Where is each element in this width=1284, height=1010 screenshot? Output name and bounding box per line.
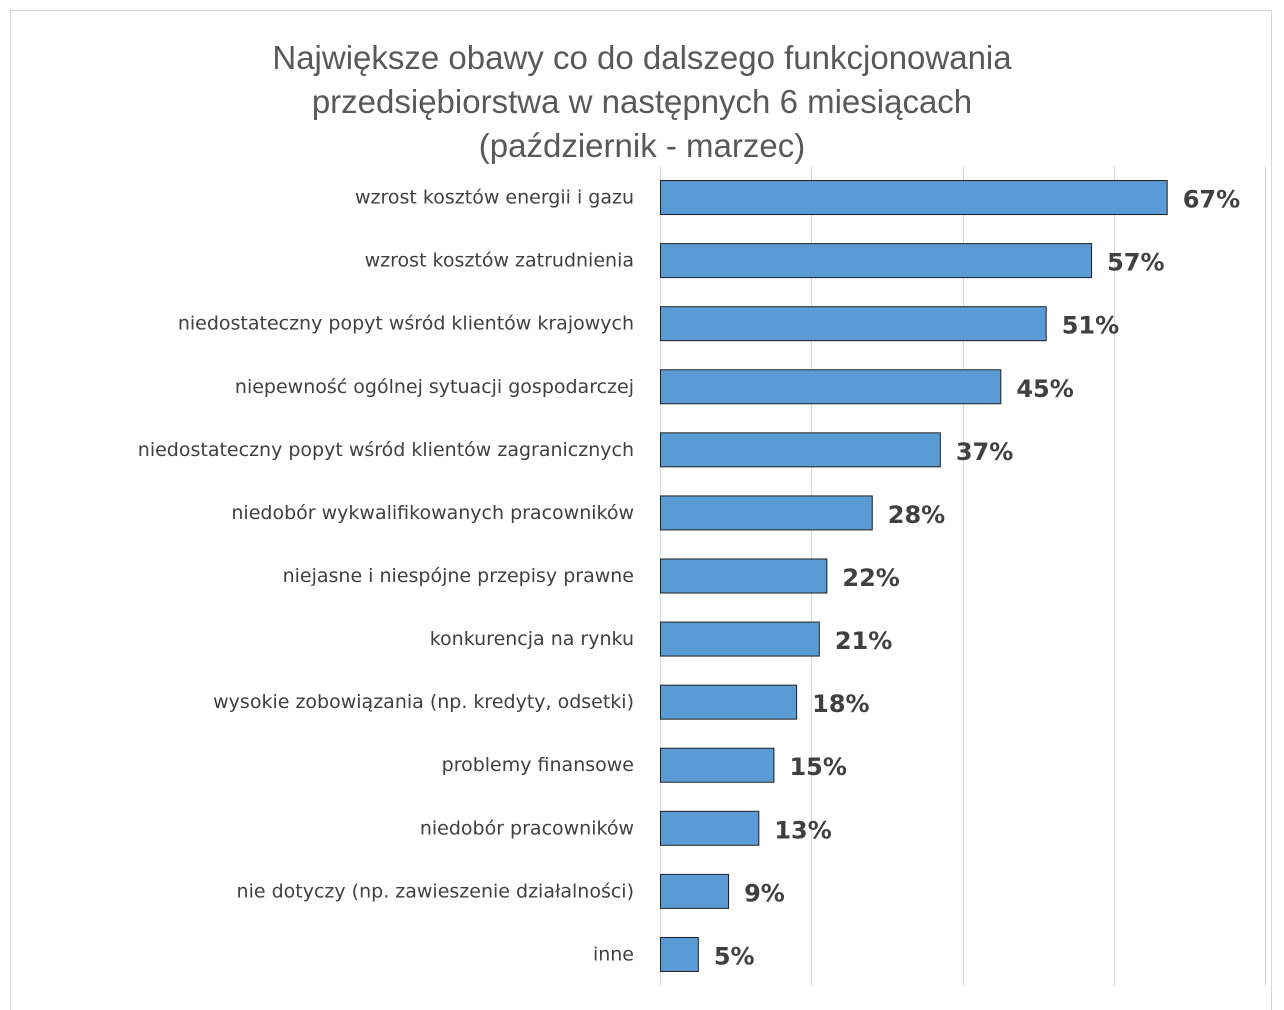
bar-10 — [660, 810, 760, 846]
bar-8 — [660, 684, 798, 720]
value-label-4: 37% — [956, 438, 1013, 466]
category-label-11: nie dotyczy (np. zawieszenie działalnośc… — [237, 880, 634, 902]
value-label-6: 22% — [842, 564, 899, 592]
chart-title: Największe obawy co do dalszego funkcjon… — [0, 36, 1284, 168]
chart-frame — [10, 10, 1272, 1010]
bar-12 — [660, 936, 699, 972]
value-label-7: 21% — [835, 627, 892, 655]
category-label-3: niepewność ogólnej sytuacji gospodarczej — [235, 376, 634, 398]
category-label-1: wzrost kosztów zatrudnienia — [365, 250, 634, 272]
value-label-9: 15% — [789, 753, 846, 781]
category-label-2: niedostateczny popyt wśród klientów kraj… — [178, 313, 634, 335]
value-label-1: 57% — [1107, 249, 1164, 277]
bar-7 — [660, 621, 820, 657]
bars — [660, 180, 1168, 972]
labels: wzrost kosztów energii i gazu 67% wzrost k… — [138, 186, 1240, 971]
category-label-7: konkurencja na rynku — [430, 628, 634, 650]
category-label-8: wysokie zobowiązania (np. kredyty, odset… — [213, 691, 634, 713]
bar-4 — [660, 432, 941, 468]
value-label-0: 67% — [1183, 186, 1240, 214]
value-label-2: 51% — [1062, 312, 1119, 340]
value-label-12: 5% — [714, 942, 755, 970]
bar-3 — [660, 369, 1002, 405]
category-label-4: niedostateczny popyt wśród klientów zagr… — [138, 439, 634, 461]
bar-1 — [660, 243, 1093, 279]
category-label-9: problemy finansowe — [442, 754, 634, 776]
chart-title-line-3: (październik - marzec) — [478, 127, 806, 164]
bar-0 — [660, 180, 1168, 216]
category-label-10: niedobór pracowników — [420, 817, 634, 839]
chart-title-line-1: Największe obawy co do dalszego funkcjon… — [272, 39, 1012, 76]
value-label-8: 18% — [812, 690, 869, 718]
bar-2 — [660, 306, 1047, 342]
bar-6 — [660, 558, 828, 594]
chart-title-line-2: przedsiębiorstwa w następnych 6 miesiąca… — [311, 83, 973, 120]
bar-9 — [660, 747, 775, 783]
bar-5 — [660, 495, 873, 531]
value-label-5: 28% — [888, 501, 945, 529]
category-label-5: niedobór wykwalifikowanych pracowników — [231, 502, 634, 524]
value-label-11: 9% — [744, 879, 785, 907]
category-label-12: inne — [593, 943, 634, 965]
bar-11 — [660, 873, 730, 909]
value-label-10: 13% — [774, 816, 831, 844]
category-label-6: niejasne i niespójne przepisy prawne — [283, 565, 634, 587]
gridlines — [660, 166, 1266, 986]
category-label-0: wzrost kosztów energii i gazu — [355, 187, 634, 209]
value-label-3: 45% — [1016, 375, 1073, 403]
